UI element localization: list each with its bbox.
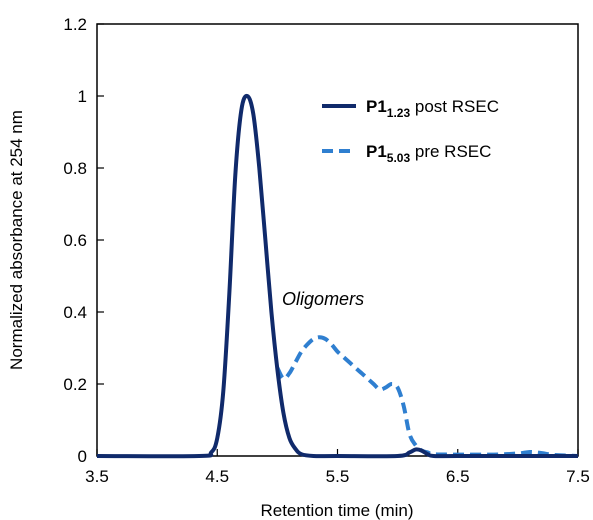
plot-frame <box>96 23 579 457</box>
y-tick-label: 0.8 <box>63 159 87 178</box>
series-layer <box>96 93 579 459</box>
series-line-pre-rsec <box>275 335 579 458</box>
x-tick-label: 5.5 <box>326 467 350 486</box>
y-tick-label: 0 <box>78 447 87 466</box>
y-axis-ticks: 0 0.2 0.4 0.6 0.8 1 1.2 <box>63 15 104 466</box>
x-tick-label: 7.5 <box>566 467 590 486</box>
y-tick-label: 1.2 <box>63 15 87 34</box>
y-tick-label: 0.6 <box>63 231 87 250</box>
y-tick-label: 0.2 <box>63 375 87 394</box>
oligomers-annotation: Oligomers <box>282 289 364 309</box>
y-tick-label: 1 <box>78 87 87 106</box>
x-axis-title: Retention time (min) <box>260 501 413 520</box>
y-tick-label: 0.4 <box>63 303 87 322</box>
y-axis-title: Normalized absorbance at 254 nm <box>7 110 26 370</box>
x-tick-label: 6.5 <box>446 467 470 486</box>
series-line-post-rsec <box>96 93 578 459</box>
legend-label-post-rsec: P11.23 post RSEC <box>366 97 499 120</box>
x-tick-label: 4.5 <box>205 467 229 486</box>
x-tick-label: 3.5 <box>85 467 109 486</box>
legend-label-pre-rsec: P15.03 pre RSEC <box>366 142 491 165</box>
legend: P11.23 post RSEC P15.03 pre RSEC <box>322 97 499 165</box>
